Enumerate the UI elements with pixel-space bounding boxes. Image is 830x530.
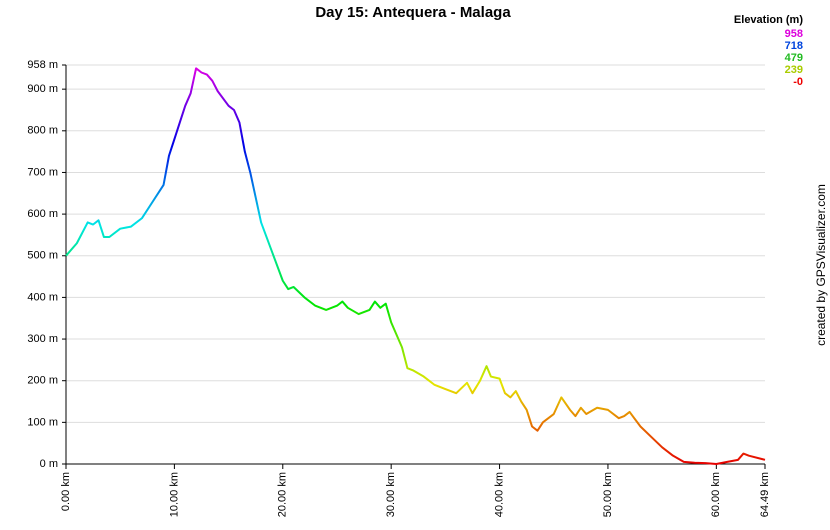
y-tick-label: 600 m xyxy=(27,208,58,220)
chart-title: Day 15: Antequera - Malaga xyxy=(315,4,511,21)
y-tick-label: 500 m xyxy=(27,250,58,262)
y-tick-label: 0 m xyxy=(40,458,58,470)
y-tick-label: 900 m xyxy=(27,83,58,95)
legend-entry: 479 xyxy=(785,52,803,64)
y-tick-label: 100 m xyxy=(27,416,58,428)
x-tick-label: 0.00 km xyxy=(60,472,72,511)
legend-entry: 958 xyxy=(785,28,803,40)
y-tick-label: 958 m xyxy=(27,59,58,71)
legend-entry: -0 xyxy=(793,76,803,88)
legend-title: Elevation (m) xyxy=(734,14,803,26)
x-tick-label: 60.00 km xyxy=(710,472,722,517)
x-tick-label: 20.00 km xyxy=(277,472,289,517)
x-tick-label: 64.49 km xyxy=(759,472,771,517)
x-tick-label: 40.00 km xyxy=(493,472,505,517)
legend-entry: 718 xyxy=(785,40,803,52)
y-tick-label: 300 m xyxy=(27,333,58,345)
y-tick-label: 700 m xyxy=(27,166,58,178)
credit: created by GPSVisualizer.com xyxy=(814,184,828,346)
x-tick-label: 50.00 km xyxy=(602,472,614,517)
legend-entry: 239 xyxy=(785,64,803,76)
y-tick-label: 800 m xyxy=(27,125,58,137)
x-tick-label: 10.00 km xyxy=(168,472,180,517)
y-tick-label: 200 m xyxy=(27,375,58,387)
elevation-line xyxy=(65,67,766,465)
x-tick-label: 30.00 km xyxy=(385,472,397,517)
y-tick-label: 400 m xyxy=(27,291,58,303)
